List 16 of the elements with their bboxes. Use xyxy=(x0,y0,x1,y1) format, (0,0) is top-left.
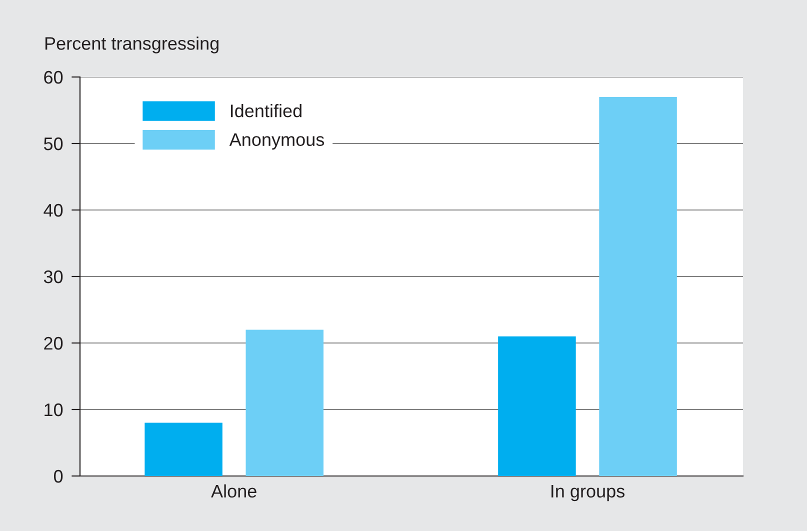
y-tick-label: 60 xyxy=(44,70,63,84)
bar xyxy=(498,336,576,476)
y-tick-label: 50 xyxy=(44,137,63,150)
legend-label: Identified xyxy=(230,104,302,118)
x-tick-label: In groups xyxy=(552,484,624,502)
bar xyxy=(246,330,324,476)
legend-label: Anonymous xyxy=(229,133,324,150)
y-tick-label: 40 xyxy=(44,204,63,217)
bar xyxy=(599,96,677,476)
y-tick-label: 10 xyxy=(44,403,63,416)
bar xyxy=(144,422,222,476)
x-tick-label: Alone xyxy=(211,484,256,498)
y-tick-label: 0 xyxy=(54,470,63,483)
y-tick-label: 30 xyxy=(44,270,63,284)
y-axis-title: Percent transgressing xyxy=(45,36,218,54)
y-tick-label: 20 xyxy=(44,336,63,350)
